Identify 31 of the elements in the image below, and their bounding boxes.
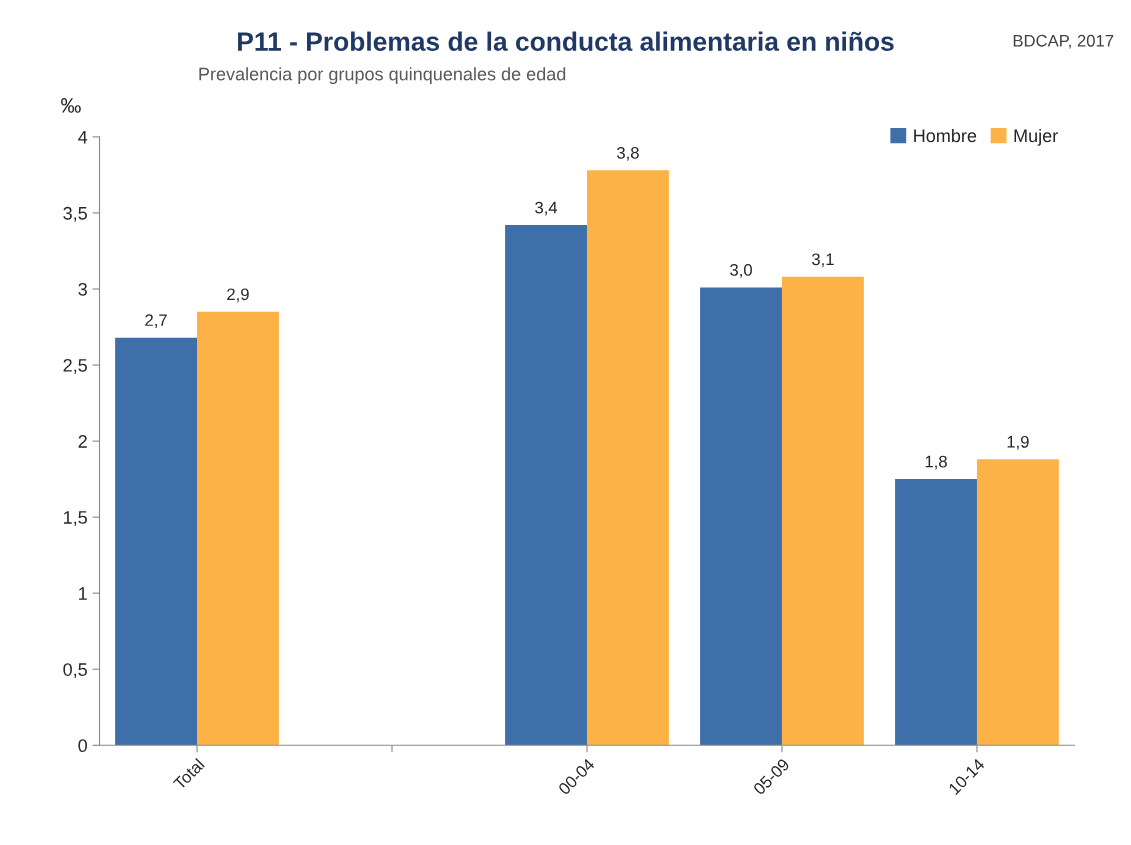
text: BDCAP, 2017 bbox=[1013, 34, 1114, 49]
y-axis-title: ‰ bbox=[61, 98, 81, 113]
bar bbox=[505, 225, 587, 746]
y-tick-label: 1,5 bbox=[64, 511, 87, 526]
y-tick-label: 0 bbox=[78, 739, 88, 753]
data-label: 2,9 bbox=[227, 288, 249, 303]
y-tick-label: 2,5 bbox=[63, 358, 87, 374]
y-tick-label: 2 bbox=[78, 435, 87, 448]
bar bbox=[781, 276, 864, 746]
y-tick-label: 4 bbox=[78, 131, 88, 144]
data-label: 1,8 bbox=[925, 455, 947, 470]
bar bbox=[586, 170, 669, 746]
chart-title: P11 - Problemas de la conducta alimentaria en niños bbox=[238, 31, 894, 51]
data-label: 3,8 bbox=[616, 146, 639, 161]
y-tick-label: 0,5 bbox=[63, 663, 87, 679]
bar bbox=[115, 337, 198, 746]
bar bbox=[700, 287, 782, 746]
y-tick-label: 3,5 bbox=[63, 206, 87, 222]
bar bbox=[197, 311, 279, 746]
bar bbox=[895, 479, 977, 746]
data-label: 2,7 bbox=[145, 314, 167, 328]
data-label: 3,4 bbox=[535, 201, 558, 216]
legend-label: Hombre bbox=[914, 128, 977, 143]
chart-subtitle: Prevalencia por grupos quinquenales de edad bbox=[199, 67, 566, 85]
data-label: 1,9 bbox=[1007, 435, 1029, 450]
legend-label: Mujer bbox=[1014, 128, 1058, 146]
data-label: 3,1 bbox=[811, 253, 834, 268]
bar bbox=[976, 459, 1059, 746]
data-label: 3,0 bbox=[730, 264, 752, 278]
y-tick-label: 1 bbox=[79, 587, 87, 600]
y-tick-label: 3 bbox=[78, 282, 87, 296]
